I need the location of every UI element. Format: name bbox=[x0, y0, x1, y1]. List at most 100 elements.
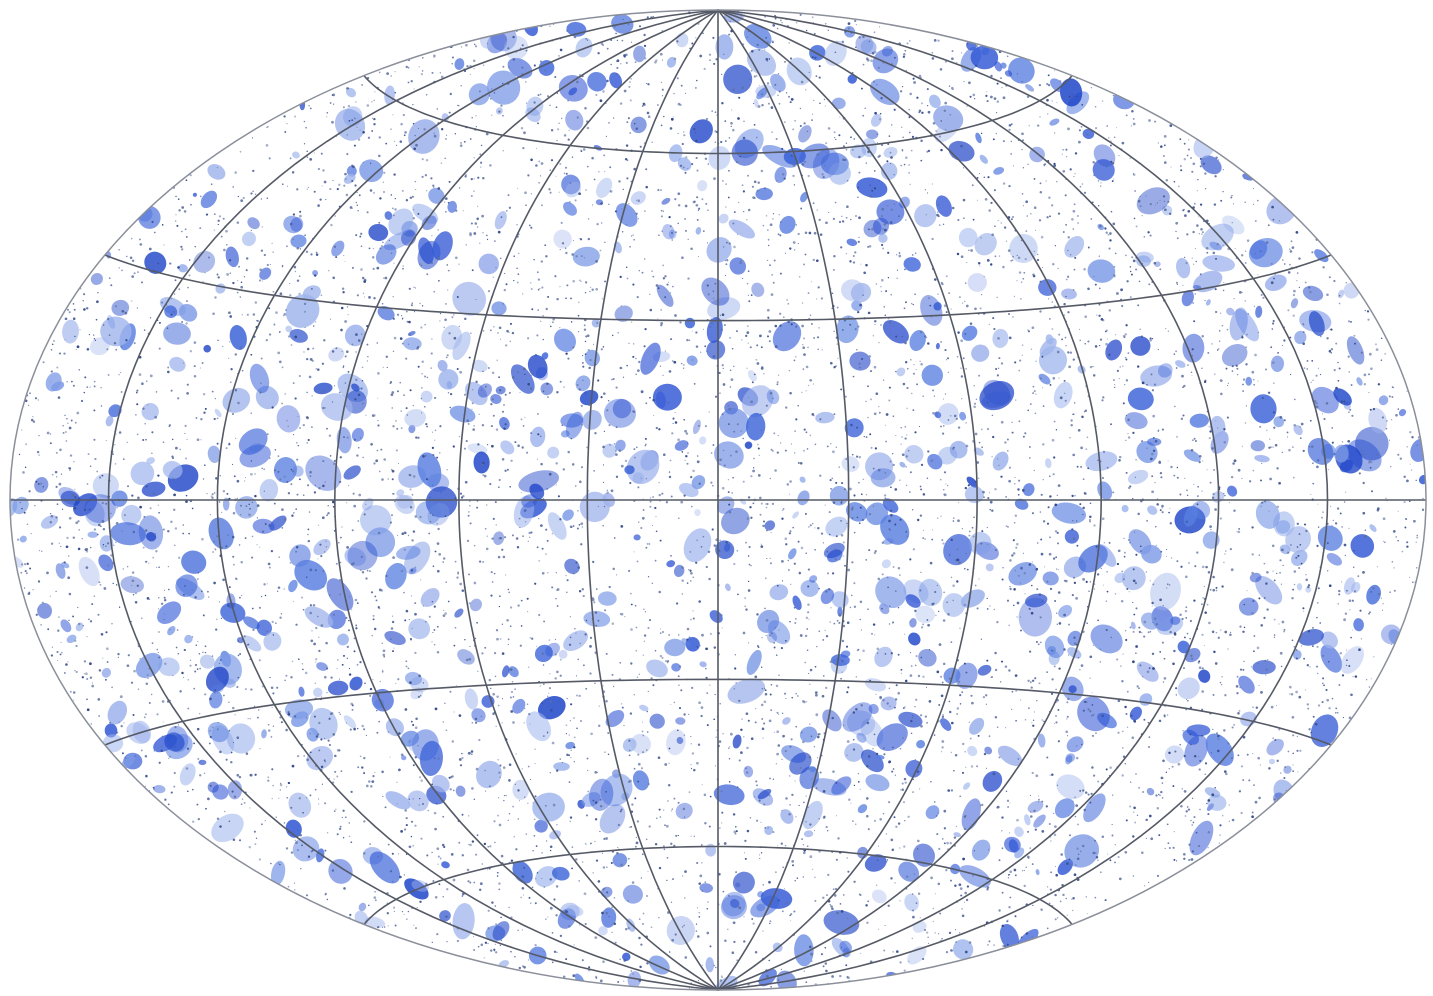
dot bbox=[480, 943, 484, 947]
dot bbox=[357, 520, 360, 522]
dot bbox=[472, 59, 476, 63]
dot bbox=[199, 713, 201, 715]
dot bbox=[225, 758, 228, 761]
dot bbox=[919, 485, 922, 488]
dot bbox=[279, 616, 282, 619]
dot bbox=[600, 202, 603, 205]
dot bbox=[589, 636, 593, 640]
dot bbox=[1058, 333, 1061, 336]
dot bbox=[577, 509, 579, 512]
dot bbox=[507, 47, 510, 50]
dot bbox=[603, 505, 606, 508]
dot bbox=[769, 634, 771, 637]
dot bbox=[668, 475, 672, 479]
dot bbox=[295, 841, 298, 844]
dot bbox=[1064, 336, 1067, 339]
dot bbox=[959, 703, 962, 705]
blob bbox=[92, 473, 119, 499]
dot bbox=[508, 331, 510, 333]
dot bbox=[184, 585, 186, 587]
dot bbox=[1288, 448, 1291, 452]
dot bbox=[1087, 793, 1090, 796]
dot bbox=[68, 467, 72, 470]
blob bbox=[334, 108, 366, 141]
dot bbox=[1116, 369, 1119, 372]
dot bbox=[674, 197, 677, 201]
dot bbox=[72, 691, 76, 694]
dot bbox=[998, 464, 1000, 466]
dot bbox=[1028, 563, 1032, 566]
dot bbox=[911, 791, 915, 794]
dot bbox=[413, 311, 416, 313]
dot bbox=[98, 669, 102, 672]
dot bbox=[827, 830, 829, 832]
blob bbox=[331, 240, 345, 257]
dot bbox=[66, 536, 69, 540]
dot bbox=[360, 232, 363, 235]
dot bbox=[496, 875, 499, 877]
dot bbox=[892, 565, 895, 569]
blob bbox=[723, 64, 753, 94]
dot bbox=[1022, 205, 1024, 207]
dot bbox=[1152, 621, 1154, 624]
blob bbox=[851, 300, 863, 312]
dot bbox=[343, 887, 346, 890]
dot bbox=[297, 415, 299, 418]
dot bbox=[517, 929, 519, 931]
dot bbox=[852, 149, 854, 151]
dot bbox=[983, 176, 986, 179]
dot bbox=[1081, 183, 1084, 185]
dot bbox=[953, 836, 957, 839]
dot bbox=[408, 619, 410, 621]
dot bbox=[744, 839, 747, 843]
dot bbox=[858, 456, 861, 459]
dot bbox=[1048, 84, 1051, 87]
dot bbox=[955, 417, 958, 420]
dot bbox=[827, 873, 830, 877]
dot bbox=[1001, 924, 1005, 928]
dot bbox=[410, 569, 414, 572]
dot bbox=[747, 342, 749, 344]
dot bbox=[748, 563, 751, 566]
dot bbox=[802, 876, 804, 878]
dot bbox=[184, 432, 186, 435]
dot bbox=[196, 578, 199, 581]
dot bbox=[747, 496, 751, 499]
dot bbox=[793, 359, 796, 362]
dot bbox=[1369, 408, 1372, 411]
dot bbox=[243, 276, 246, 278]
dot bbox=[351, 708, 354, 711]
dot bbox=[495, 629, 499, 632]
dot bbox=[944, 101, 947, 105]
blob bbox=[207, 445, 221, 463]
dot bbox=[1054, 132, 1056, 134]
dot bbox=[488, 678, 492, 682]
dot bbox=[989, 508, 992, 511]
dot bbox=[891, 621, 895, 624]
dot bbox=[377, 855, 379, 858]
dot bbox=[1007, 874, 1010, 876]
dot bbox=[351, 562, 354, 566]
dot bbox=[1201, 367, 1203, 369]
dot bbox=[630, 592, 632, 595]
dot bbox=[1312, 715, 1315, 718]
dot bbox=[548, 472, 552, 476]
blob bbox=[1065, 753, 1076, 763]
dot bbox=[362, 161, 364, 163]
dot bbox=[123, 514, 126, 517]
dot bbox=[267, 723, 270, 726]
dot bbox=[1162, 604, 1164, 607]
dot bbox=[489, 97, 492, 100]
dot bbox=[652, 525, 654, 526]
blob bbox=[1140, 612, 1160, 630]
dot bbox=[1333, 452, 1336, 456]
blob bbox=[346, 165, 357, 177]
dot bbox=[625, 61, 628, 64]
dot bbox=[753, 373, 756, 376]
blob bbox=[557, 908, 576, 929]
dot bbox=[1040, 538, 1043, 541]
dot bbox=[1370, 678, 1372, 680]
dot bbox=[1052, 262, 1055, 266]
dot bbox=[541, 702, 543, 704]
dot bbox=[168, 757, 170, 759]
